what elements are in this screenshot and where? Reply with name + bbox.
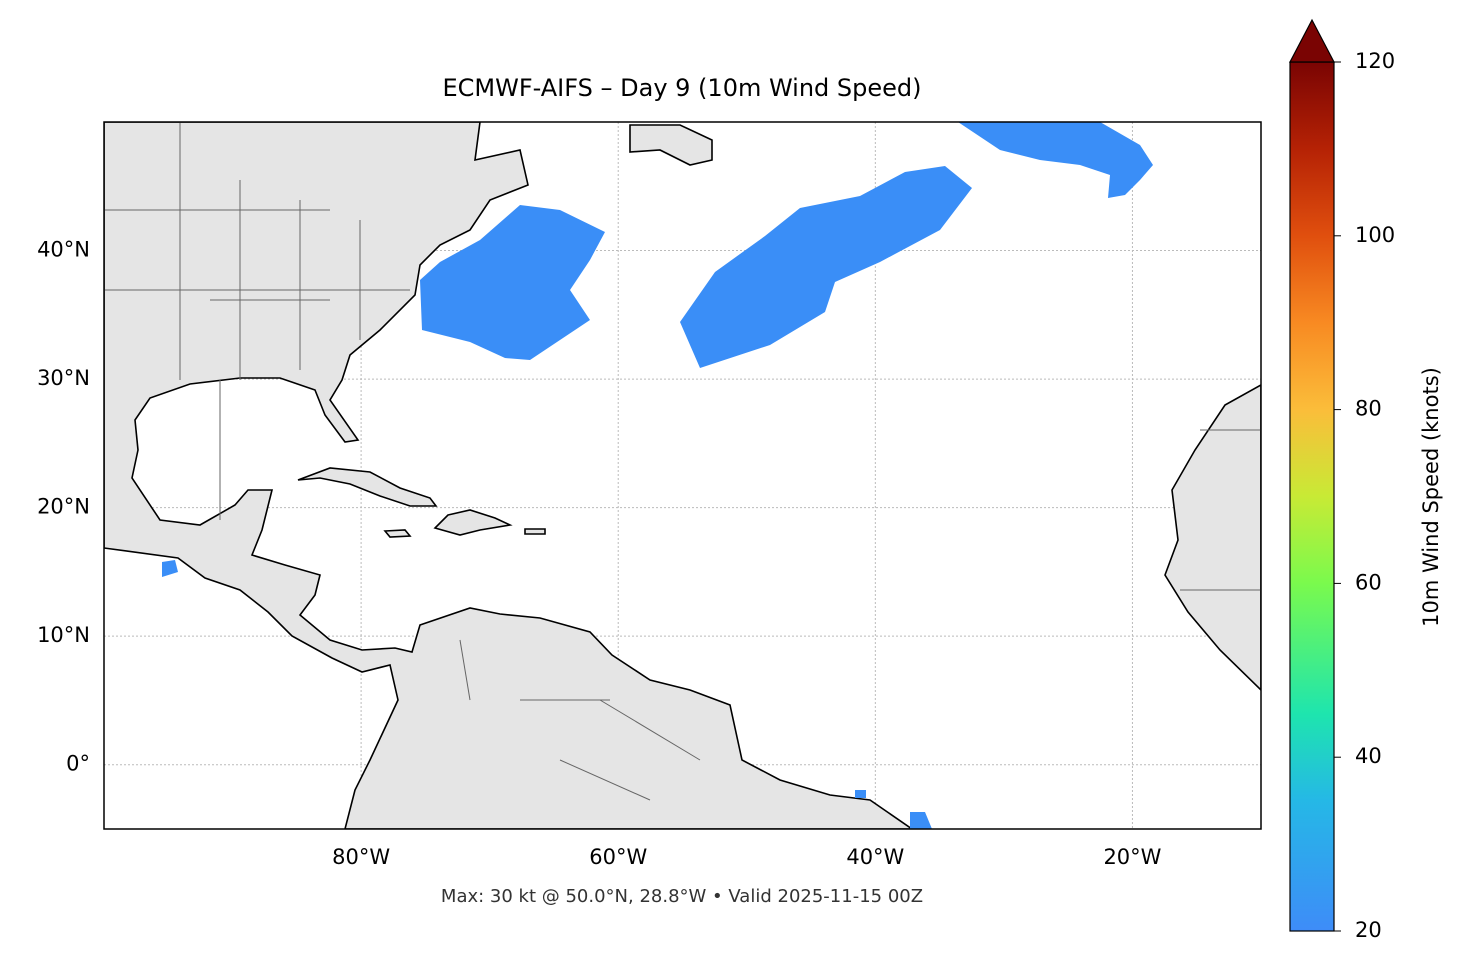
africa [1164,384,1261,692]
y-tick-label: 40°N [37,238,90,262]
colorbar [1289,61,1335,932]
newfoundland [629,124,713,166]
wind-region [420,205,605,360]
colorbar-label: 10m Wind Speed (knots) [1419,367,1443,627]
x-tick-label: 20°W [1103,845,1161,869]
colorbar-tick-label: 60 [1355,570,1382,594]
colorbar-tick-label: 120 [1355,49,1395,73]
puerto-rico [524,528,546,535]
footer-note: Max: 30 kt @ 50.0°N, 28.8°W • Valid 2025… [441,886,923,907]
colorbar-tick-label: 20 [1355,918,1382,942]
americas [104,122,914,829]
hispaniola [433,509,513,536]
colorbar-tick-label: 40 [1355,744,1382,768]
y-tick-label: 30°N [37,366,90,390]
map-layer [104,122,1261,829]
colorbar-tick-label: 80 [1355,397,1382,421]
wind-region [958,122,1153,198]
wind-region [680,166,972,368]
y-tick-label: 20°N [37,495,90,519]
colorbar-extend [1289,18,1335,63]
jamaica [383,529,412,538]
x-tick-label: 60°W [589,845,647,869]
plot-frame [103,121,1262,830]
cuba [297,467,438,507]
colorbar-tick-label: 100 [1355,223,1395,247]
x-tick-label: 80°W [332,845,390,869]
y-tick-label: 0° [66,752,90,776]
x-tick-label: 40°W [846,845,904,869]
y-tick-label: 10°N [37,623,90,647]
chart-title: ECMWF-AIFS – Day 9 (10m Wind Speed) [442,74,921,102]
state-borders [104,122,1261,801]
